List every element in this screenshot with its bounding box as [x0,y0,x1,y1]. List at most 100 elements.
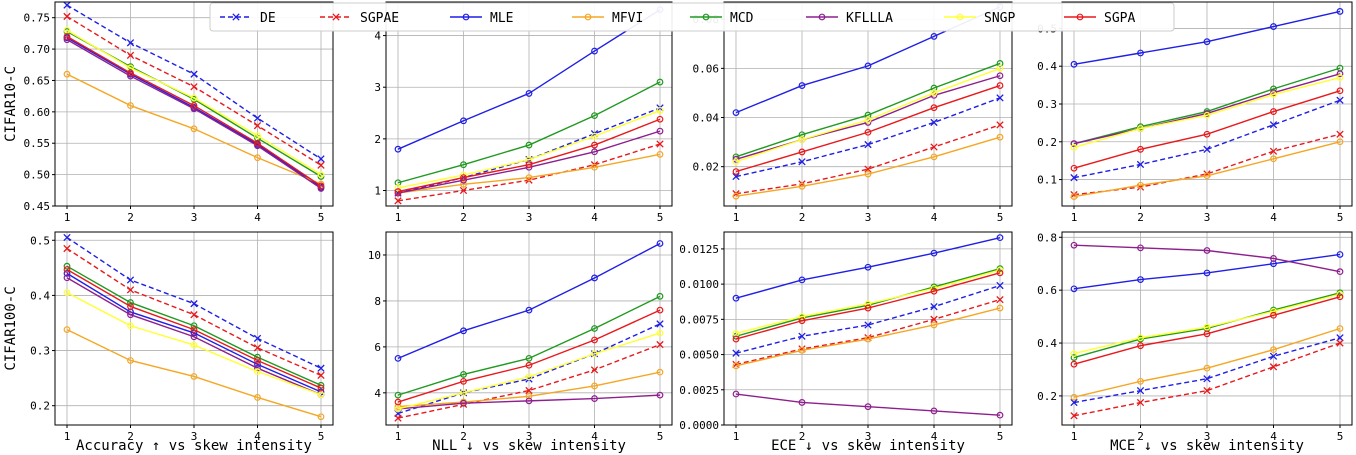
data-point-sgpae [63,12,71,21]
x-tick-label: 4 [254,211,261,224]
subplot-r1-c3: 1 2 3 4 5 0.2 0.4 0.6 0.8 [1037,231,1353,443]
x-axis-label-1: NLL ↓ vs skew intensity [432,438,626,454]
x-tick-label: 2 [1137,430,1144,443]
series-line-mfvi [397,153,661,194]
data-point-de [1070,174,1078,182]
data-point-mle [996,234,1004,242]
x-tick-label: 5 [318,211,325,224]
data-point-sngp [1270,307,1277,315]
data-point-mle [1070,285,1078,293]
data-point-sngp [798,136,806,144]
data-point-kfllla [591,395,598,402]
data-point-de [63,233,71,242]
y-tick-label: 0.04 [693,112,720,125]
x-tick-label: 3 [526,430,533,443]
data-point-sgpa [864,304,872,312]
data-point-sgpa [190,102,198,109]
data-point-mfvi [798,346,806,354]
series-line-mfvi [397,371,661,408]
data-point-kfllla [460,399,467,407]
data-point-de [63,1,71,9]
legend-marker [584,13,592,21]
series-line-sgpa [66,35,322,187]
data-point-mfvi [798,182,806,190]
series-line-mcd [1073,67,1341,145]
x-tick-label: 1 [395,430,402,443]
data-point-mcd [864,111,872,119]
data-point-mfvi [1336,138,1344,146]
data-point-mle [591,47,598,55]
data-point-mcd [1070,354,1078,361]
y-tick-label: 4 [374,387,381,400]
x-tick-label: 5 [1337,430,1344,443]
series-line-de [1073,337,1341,404]
data-point-mfvi [864,170,872,178]
row-label-0: CIFAR10-C [3,66,19,142]
data-point-de [1336,334,1344,342]
series-line-sgpa [397,118,661,193]
data-point-mcd [190,322,198,330]
data-point-sgpa [1203,330,1211,338]
x-tick-label: 5 [318,430,325,443]
data-point-mcd [656,292,664,300]
data-point-sgpa [63,33,71,40]
row-label-1: CIFAR100-C [3,286,19,370]
series-line-sngp [66,29,322,176]
data-point-sgpa [1137,145,1144,153]
y-tick-label: 0.50 [24,169,51,182]
data-point-mfvi [190,373,198,380]
data-point-sgpae [590,366,599,374]
data-point-kfllla [1270,255,1277,262]
y-tick-label: 0.5 [30,234,50,247]
data-point-mfvi [1137,377,1144,385]
data-point-sgpa [254,357,261,364]
data-point-sgpa [254,139,261,147]
data-point-de [317,155,325,163]
data-point-sgpae [253,344,262,352]
legend-marker [702,13,710,21]
data-point-de [1203,375,1211,383]
data-point-sngp [460,389,467,397]
series-line-sngp [1073,293,1341,355]
legend-entry-sgpa: SGPA [1064,11,1135,26]
y-tick-label: 0.6 [1037,284,1057,297]
data-point-mle [254,360,261,368]
data-point-sgpa [317,384,325,392]
data-point-mle [798,82,806,89]
data-point-mle [394,354,402,362]
data-point-sgpae [525,386,533,395]
y-tick-label: 0.45 [24,200,51,213]
data-point-sngp [1203,323,1211,331]
data-point-sngp [656,107,664,114]
data-point-mcd [525,354,533,362]
data-point-de [732,172,740,181]
data-point-sgpae [1203,386,1211,395]
data-point-kfllla [930,407,938,415]
y-tick-label: 0.0000 [679,419,719,432]
data-point-sgpa [1070,360,1078,368]
data-point-sgpa [591,336,598,344]
series-line-mfvi [1073,141,1341,198]
data-point-mle [798,276,806,284]
data-point-mfvi [63,70,71,78]
data-point-sgpa [1270,311,1277,319]
x-tick-label: 2 [460,211,467,224]
data-point-mfvi [1070,393,1078,401]
subplot-r1-c2: 1 2 3 4 5 0.0000 0.0025 0.0050 0.0075 0.0100 0.012… [679,231,1013,443]
data-point-mfvi [525,174,533,181]
subplot-r1-c0: 1 2 3 4 5 0.2 0.3 0.4 0.5 [30,231,334,443]
data-point-kfllla [525,397,533,405]
series-line-sgpa [735,272,1001,340]
y-tick-label: 0.0075 [679,313,719,326]
x-tick-label: 1 [395,211,402,224]
legend-entry-kfllla: KFLLLA [806,11,893,26]
data-point-mfvi [996,304,1004,312]
data-point-kfllla [656,391,664,399]
data-point-de [1136,160,1145,169]
data-point-sgpa [996,269,1004,277]
y-tick-label: 0.60 [24,106,51,119]
data-point-sgpa [190,326,198,334]
data-point-sngp [996,64,1004,72]
data-point-sgpa [1203,130,1211,138]
series-line-mle [397,242,661,360]
